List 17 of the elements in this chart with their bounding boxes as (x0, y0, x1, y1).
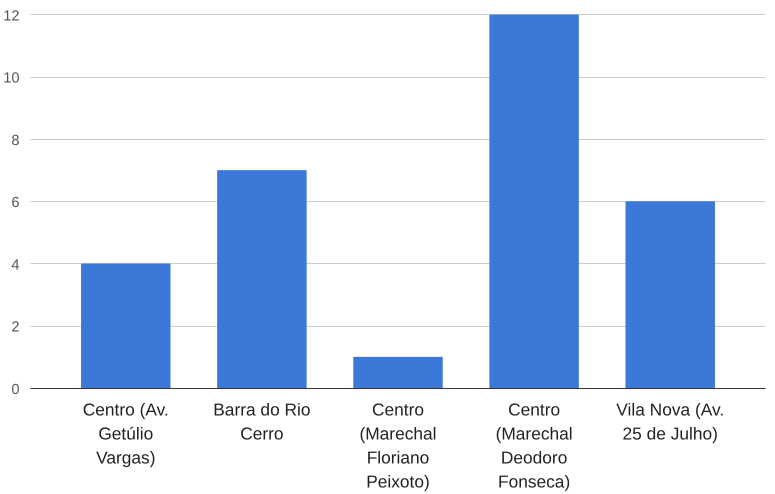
y-tick-label: 10 (3, 70, 20, 87)
bar (353, 356, 443, 388)
bar (81, 263, 171, 388)
y-tick-label: 4 (11, 257, 20, 274)
y-tick-label: 8 (11, 132, 20, 149)
y-tick-label: 2 (11, 320, 20, 336)
bar (489, 14, 579, 388)
bar (625, 201, 715, 388)
x-tick-label: Centro (Marechal Deodoro Fonseca) (496, 400, 573, 492)
y-tick-label: 6 (11, 195, 20, 212)
y-tick-label: 0 (11, 382, 20, 398)
x-tick-label: Barra do Rio Cerro (213, 400, 311, 444)
x-tick-label: Centro (Marechal Floriano Peixoto) (359, 400, 437, 492)
bar (217, 170, 307, 388)
x-tick-label: Centro (Av. Getúlio Vargas) (82, 400, 169, 468)
x-tick-label: Vila Nova (Av. 25 de Julho) (616, 400, 724, 444)
y-tick-label: 12 (3, 8, 20, 24)
